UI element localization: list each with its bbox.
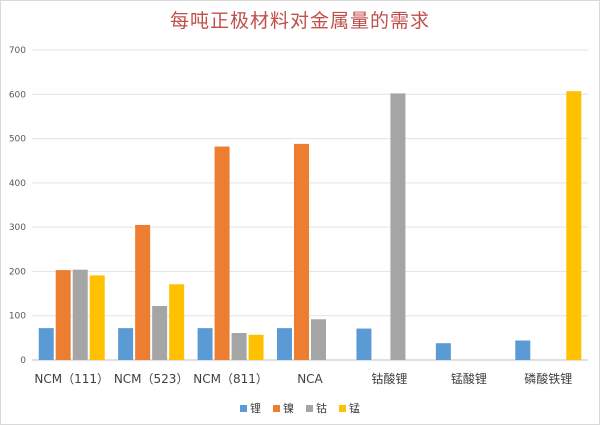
legend-item-3: 锰 [339,400,360,416]
x-category-label-6: 磷酸铁锂 [524,371,572,386]
legend-item-1: 镍 [273,400,294,416]
bar-锰-1 [169,284,185,360]
legend-swatch-3 [339,404,346,412]
y-axis-ticks: 0 100 200 300 400 500 600 700 [9,46,26,366]
legend-label-1: 镍 [283,402,294,415]
y-tick-label-0: 0 [20,356,26,366]
legend-swatch-1 [273,404,280,412]
y-tick-label-200: 200 [9,267,26,277]
legend-label-2: 钴 [316,402,327,415]
bar-钴-2 [231,332,247,360]
bar-钴-4 [390,93,406,361]
legend-label-0: 锂 [250,402,261,415]
y-tick-label-500: 500 [9,135,26,145]
y-tick-label-600: 600 [9,90,26,100]
x-category-label-2: NCM（811） [193,372,268,386]
bar-锂-1 [118,328,134,360]
bar-钴-3 [311,319,326,360]
bar-锂-4 [356,328,372,360]
x-category-label-4: 钴酸锂 [371,371,407,386]
legend: 锂镍钴锰 [0,400,600,416]
y-tick-label-300: 300 [9,223,26,233]
legend-item-2: 钴 [306,400,327,416]
bars [38,91,582,361]
bar-锂-5 [435,343,451,360]
bar-锰-2 [248,334,264,360]
bar-锂-6 [515,340,531,360]
bar-镍-2 [214,146,230,360]
bar-锂-2 [197,328,213,360]
legend-label-3: 锰 [349,402,360,415]
bar-锰-0 [89,275,105,360]
x-category-label-3: NCA [297,372,323,386]
y-tick-label-700: 700 [9,46,26,56]
x-axis-labels: NCM（111） NCM（523） NCM（811） NCA 钴酸锂 锰酸锂 磷酸铁锂 [34,371,572,386]
bar-镍-1 [135,224,151,360]
y-tick-label-100: 100 [9,312,26,322]
gridlines [32,49,588,361]
bar-钴-1 [152,305,168,360]
bar-锂-0 [38,328,54,360]
x-category-label-1: NCM（523） [114,372,189,386]
y-tick-label-400: 400 [9,179,26,189]
x-category-label-0: NCM（111） [34,372,109,386]
bar-钴-0 [72,269,88,360]
legend-swatch-2 [306,404,313,412]
legend-item-0: 锂 [240,400,261,416]
bar-镍-3 [294,143,309,360]
bar-镍-0 [55,270,71,360]
bar-锂-3 [277,328,292,360]
bar-锰-6 [566,91,582,360]
chart-title: 每吨正极材料对金属量的需求 [169,10,430,32]
legend-swatch-0 [240,404,247,412]
x-category-label-5: 锰酸锂 [451,371,487,386]
